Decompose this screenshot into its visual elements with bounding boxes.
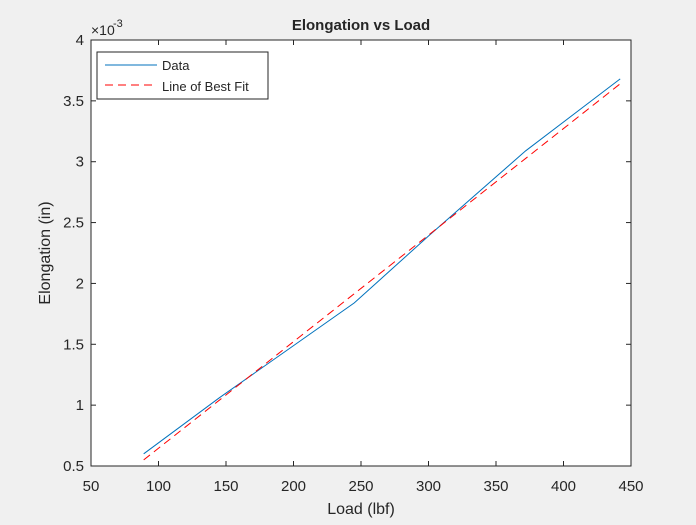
x-tick-label: 300 <box>416 478 441 495</box>
y-axis-exponent: ×10 -3 <box>91 18 123 38</box>
y-axis-exponent-base: ×10 <box>91 22 115 38</box>
series-line-0 <box>143 78 621 455</box>
y-tick-label: 1.5 <box>63 336 84 353</box>
y-tick-label: 0.5 <box>63 458 84 475</box>
chart-marks <box>143 78 621 461</box>
x-tick-label: 350 <box>483 478 508 495</box>
legend: Data Line of Best Fit <box>96 51 269 100</box>
tick-marks: 50 100 150 200 250 300 350 400 450 0.5 1 1.5 2 2.5 3 3.… <box>63 32 643 495</box>
y-axis-exponent-power: -3 <box>113 18 123 30</box>
y-tick-label: 4 <box>76 32 84 49</box>
y-axis-label: Elongation (in) <box>37 201 54 304</box>
series-line-1 <box>143 83 621 461</box>
plot-area <box>91 40 631 466</box>
legend-label-data: Data <box>162 58 190 73</box>
x-tick-label: 250 <box>348 478 373 495</box>
x-tick-label: 100 <box>146 478 171 495</box>
y-tick-label: 2.5 <box>63 215 84 232</box>
y-tick-label: 2 <box>76 275 84 292</box>
x-tick-label: 150 <box>213 478 238 495</box>
x-tick-label: 450 <box>618 478 643 495</box>
x-tick-label: 50 <box>83 478 100 495</box>
y-tick-label: 3 <box>76 154 84 171</box>
y-tick-label: 1 <box>76 397 84 414</box>
chart-title: Elongation vs Load <box>292 17 430 34</box>
legend-label-best-fit: Line of Best Fit <box>162 79 249 94</box>
x-tick-label: 200 <box>281 478 306 495</box>
x-tick-label: 400 <box>551 478 576 495</box>
x-axis-label: Load (lbf) <box>327 501 395 518</box>
y-tick-label: 3.5 <box>63 93 84 110</box>
legend-box <box>96 51 269 100</box>
